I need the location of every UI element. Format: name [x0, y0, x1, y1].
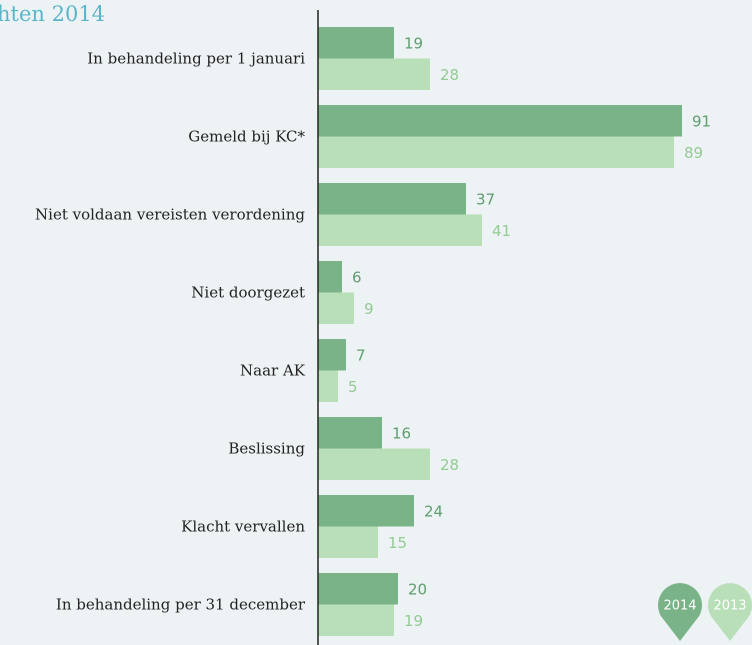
value-label: 28: [440, 456, 459, 474]
value-label: 16: [392, 424, 411, 442]
bar: [318, 448, 430, 480]
bar: [318, 58, 430, 90]
legend-marker: [658, 583, 702, 641]
bar: [318, 526, 378, 558]
category-label: In behandeling per 31 december: [55, 595, 305, 613]
bar: [318, 183, 466, 215]
value-label: 41: [492, 222, 511, 240]
bar: [318, 495, 414, 527]
category-label: Gemeld bij KC*: [188, 127, 305, 145]
value-label: 24: [424, 502, 443, 520]
value-label: 91: [692, 112, 711, 130]
bar: [318, 261, 342, 293]
category-label: In behandeling per 1 januari: [87, 49, 305, 67]
value-label: 89: [684, 144, 703, 162]
value-label: 7: [356, 346, 366, 364]
value-label: 20: [408, 580, 427, 598]
category-label: Naar AK: [240, 361, 305, 379]
value-label: 19: [404, 34, 423, 52]
chart-title: hten 2014: [0, 2, 106, 26]
bar: [318, 339, 346, 371]
legend-label: 2014: [663, 599, 696, 614]
category-label: Niet voldaan vereisten verordening: [35, 205, 305, 223]
bar: [318, 105, 682, 137]
bar: [318, 214, 482, 246]
bar: [318, 292, 354, 324]
category-label: Niet doorgezet: [191, 283, 305, 301]
category-label: Beslissing: [228, 439, 305, 457]
value-label: 9: [364, 300, 374, 318]
value-label: 6: [352, 268, 362, 286]
bar: [318, 136, 674, 168]
bar: [318, 604, 394, 636]
category-label: Klacht vervallen: [181, 517, 305, 535]
value-label: 19: [404, 612, 423, 630]
bar: [318, 370, 338, 402]
bar: [318, 417, 382, 449]
value-label: 37: [476, 190, 495, 208]
value-label: 28: [440, 66, 459, 84]
bar: [318, 27, 394, 59]
bar: [318, 573, 398, 605]
value-label: 15: [388, 534, 407, 552]
value-label: 5: [348, 378, 358, 396]
legend-marker: [707, 583, 752, 641]
legend-label: 2013: [713, 599, 746, 614]
